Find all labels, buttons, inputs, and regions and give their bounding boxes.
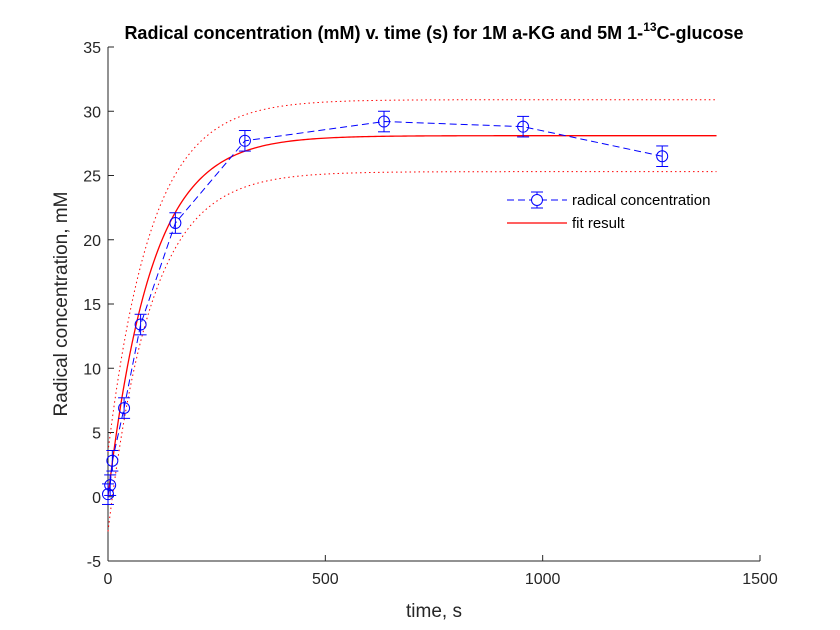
y-tick-label: 5 bbox=[92, 426, 101, 443]
data-point bbox=[118, 402, 131, 415]
data-point bbox=[238, 134, 251, 147]
data-point bbox=[656, 150, 669, 163]
x-tick-label: 500 bbox=[312, 571, 339, 588]
legend-label-fit-result: fit result bbox=[572, 215, 625, 232]
series-layer bbox=[102, 99, 717, 532]
y-tick-label: 0 bbox=[92, 490, 101, 507]
y-axis-label: Radical concentration, mM bbox=[51, 192, 72, 417]
y-tick-label: 15 bbox=[83, 297, 101, 314]
y-tick-label: 30 bbox=[83, 104, 101, 121]
x-tick-label: 0 bbox=[104, 571, 113, 588]
chart-title: Radical concentration (mM) v. time (s) f… bbox=[124, 20, 743, 43]
upper-confidence-bound bbox=[107, 99, 717, 452]
y-tick-label: -5 bbox=[87, 554, 101, 571]
data-point bbox=[517, 120, 530, 133]
lower-confidence-bound bbox=[107, 171, 717, 532]
fit-result-line bbox=[107, 135, 717, 497]
data-point bbox=[102, 488, 114, 501]
data-point bbox=[378, 115, 391, 128]
data-point bbox=[169, 217, 182, 230]
legend-label-radical-concentration: radical concentration bbox=[572, 192, 710, 209]
x-tick-label: 1000 bbox=[525, 571, 561, 588]
y-tick-label: 20 bbox=[83, 233, 101, 250]
legend: radical concentration fit result bbox=[507, 191, 710, 232]
data-point bbox=[106, 454, 119, 467]
x-tick-label: 1500 bbox=[742, 571, 778, 588]
legend-marker bbox=[531, 194, 543, 206]
data-point bbox=[104, 479, 117, 492]
x-axis-label: time, s bbox=[406, 601, 462, 622]
y-tick-label: 35 bbox=[83, 40, 101, 57]
y-tick-label: 10 bbox=[83, 361, 101, 378]
data-point bbox=[134, 318, 147, 331]
measured-line bbox=[107, 121, 663, 495]
y-tick-label: 25 bbox=[83, 169, 101, 186]
